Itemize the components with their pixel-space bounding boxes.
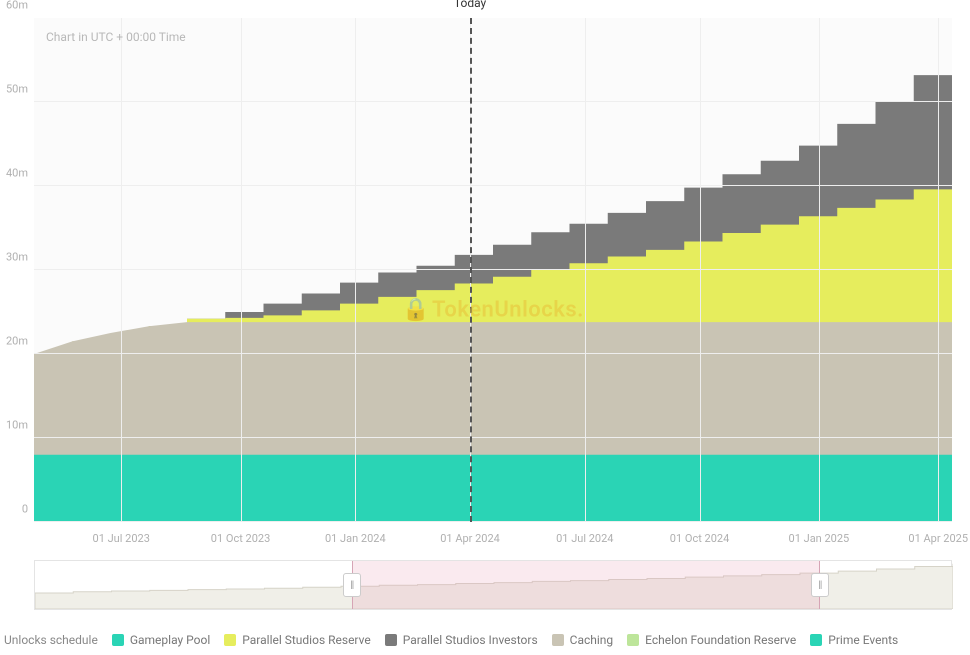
x-grid-line: [585, 18, 586, 522]
grid-line: [34, 437, 952, 438]
legend-item[interactable]: Prime Events: [810, 633, 898, 647]
range-handle-right[interactable]: ||: [811, 573, 829, 597]
x-axis: 01 Jul 2023 01 Oct 2023 01 Jan 2024 01 Apr …: [34, 524, 952, 564]
range-handle-left[interactable]: ||: [343, 573, 361, 597]
x-tick: 01 Jan 2024: [325, 532, 386, 545]
y-tick: 0: [22, 503, 28, 516]
x-grid-line: [241, 18, 242, 522]
y-tick: 10m: [6, 419, 28, 432]
stacked-area-svg: [34, 18, 952, 522]
x-grid-line: [700, 18, 701, 522]
range-window[interactable]: [352, 561, 820, 609]
x-tick: 01 Jul 2023: [93, 532, 150, 545]
y-tick: 50m: [6, 83, 28, 96]
y-tick: 40m: [6, 167, 28, 180]
y-tick: 20m: [6, 335, 28, 348]
x-grid-line: [121, 18, 122, 522]
y-tick: 30m: [6, 251, 28, 264]
y-tick: 60m: [6, 0, 28, 12]
x-grid-line: [938, 18, 939, 522]
lock-icon: 🔒: [402, 298, 430, 323]
legend-item[interactable]: Parallel Studios Reserve: [224, 633, 370, 647]
grid-line: [34, 101, 952, 102]
legend-swatch: [112, 634, 124, 646]
grid-line: [34, 185, 952, 186]
range-slider[interactable]: || ||: [34, 560, 952, 610]
x-grid-line: [355, 18, 356, 522]
watermark-text: TokenUnlocks.: [432, 298, 584, 323]
legend-swatch: [627, 634, 639, 646]
legend-label: Parallel Studios Reserve: [242, 633, 370, 647]
legend-label: Gameplay Pool: [130, 633, 210, 647]
legend-swatch: [224, 634, 236, 646]
chart-note: Chart in UTC + 00:00 Time: [46, 30, 186, 44]
plot-area: 🔒TokenUnlocks.: [34, 18, 952, 522]
legend-item[interactable]: Echelon Foundation Reserve: [627, 633, 796, 647]
legend-item[interactable]: Parallel Studios Investors: [385, 633, 538, 647]
grid-line: [34, 521, 952, 522]
x-tick: 01 Jul 2024: [556, 532, 613, 545]
x-grid-line: [819, 18, 820, 522]
legend-swatch: [810, 634, 822, 646]
today-label: Today: [454, 0, 486, 10]
legend-label: Echelon Foundation Reserve: [645, 633, 796, 647]
legend-label: Parallel Studios Investors: [403, 633, 538, 647]
legend-label: Prime Events: [828, 633, 898, 647]
x-tick: 01 Apr 2024: [440, 532, 500, 545]
grid-line: [34, 269, 952, 270]
today-line: [470, 18, 472, 522]
grid-line: [34, 353, 952, 354]
watermark: 🔒TokenUnlocks.: [402, 298, 584, 323]
legend: Unlocks schedule Gameplay Pool Parallel …: [0, 633, 970, 647]
series-area: [34, 455, 952, 522]
legend-swatch: [385, 634, 397, 646]
x-tick: 01 Apr 2025: [908, 532, 968, 545]
x-tick: 01 Oct 2023: [211, 532, 270, 545]
legend-swatch: [552, 634, 564, 646]
y-axis: 0 10m 20m 30m 40m 50m 60m: [0, 18, 34, 522]
legend-label: Caching: [570, 633, 614, 647]
x-tick: 01 Oct 2024: [670, 532, 729, 545]
x-tick: 01 Jan 2025: [789, 532, 850, 545]
legend-item[interactable]: Caching: [552, 633, 614, 647]
legend-title: Unlocks schedule: [4, 633, 98, 647]
legend-item[interactable]: Gameplay Pool: [112, 633, 210, 647]
